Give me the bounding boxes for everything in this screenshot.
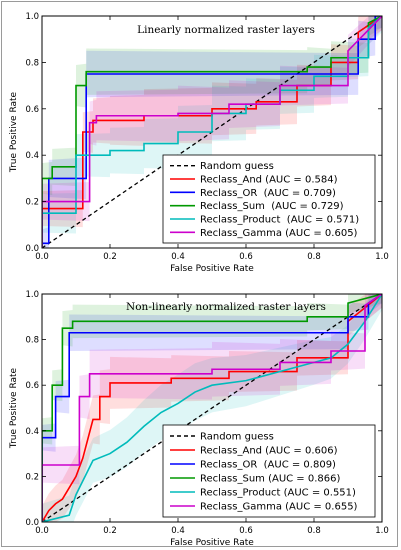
random-guess-line <box>41 293 383 523</box>
roc-curves <box>42 294 382 522</box>
x-tick-label: 0.6 <box>239 526 253 536</box>
x-axis-label: False Positive Rate <box>170 538 254 548</box>
y-tick-label: 0.6 <box>25 105 39 115</box>
roc-panel-2: 0.0 0.2 0.4 0.6 0.8 1.0 0.0 0.2 0.4 0.6 0.8 1.0 Fals… <box>9 290 389 548</box>
x-axis-label: False Positive Rate <box>170 264 254 274</box>
legend-label-reclass-or: Reclass_OR (AUC = 0.809) <box>200 460 336 471</box>
y-tick-label: 1.0 <box>25 12 39 22</box>
legend-label-random-guess: Random guess <box>200 161 274 172</box>
x-tick-label: 0.2 <box>103 252 117 262</box>
x-tick-label: 0.6 <box>239 252 253 262</box>
x-tick-label: 0.0 <box>35 252 49 262</box>
legend-label-reclass-or: Reclass_OR (AUC = 0.709) <box>200 188 336 199</box>
plot-area <box>41 293 383 523</box>
reclass-product-curve <box>42 294 382 522</box>
reclass-gamma-confidence-band <box>42 294 382 522</box>
y-tick-label: 0.2 <box>25 472 39 482</box>
legend-label-reclass-and: Reclass_And (AUC = 0.584) <box>200 175 338 186</box>
x-tick-label: 1.0 <box>375 526 389 536</box>
reclass-or-curve <box>42 294 382 522</box>
legend-label-reclass-sum: Reclass_Sum (AUC = 0.729) <box>200 201 344 212</box>
legend-box <box>162 424 376 518</box>
y-tick-label: 0.8 <box>25 58 39 68</box>
legend-label-reclass-gamma: Reclass_Gamma (AUC = 0.655) <box>200 502 358 513</box>
reclass-gamma-curve <box>42 16 382 248</box>
legend-label-reclass-sum: Reclass_Sum (AUC = 0.866) <box>200 474 340 485</box>
y-tick-label: 0.8 <box>25 336 39 346</box>
chart-title: Linearly normalized raster layers <box>137 24 315 36</box>
x-tick-label: 0.8 <box>307 526 321 536</box>
legend-label-reclass-gamma: Reclass_Gamma (AUC = 0.605) <box>200 228 358 239</box>
y-axis-label: True Positive Rate <box>9 367 19 449</box>
y-tick-label: 0.4 <box>25 427 39 437</box>
plot-area <box>41 15 383 249</box>
legend-label-random-guess: Random guess <box>200 432 274 443</box>
y-tick-label: 0.2 <box>25 198 39 208</box>
x-tick-label: 0.2 <box>103 526 117 536</box>
legend-box <box>162 154 376 244</box>
y-axis-label: True Positive Rate <box>9 91 19 173</box>
legend: Random guess Reclass_And (AUC = 0.584) Rec… <box>162 154 376 244</box>
x-tick-label: 0.0 <box>35 526 49 536</box>
legend-label-reclass-product: Reclass_Product (AUC = 0.551) <box>200 488 356 499</box>
roc-curves <box>42 16 382 248</box>
legend-label-reclass-and: Reclass_And (AUC = 0.606) <box>200 446 338 457</box>
chart-title: Non-linearly normalized raster layers <box>126 301 326 313</box>
x-tick-label: 0.4 <box>171 526 185 536</box>
roc-panel-1: 0.0 0.2 0.4 0.6 0.8 1.0 0.0 0.2 0.4 0.6 0.8 1.0 Fals… <box>9 12 389 274</box>
y-tick-label: 1.0 <box>25 290 39 300</box>
x-tick-label: 0.8 <box>307 252 321 262</box>
x-tick-label: 1.0 <box>375 252 389 262</box>
legend: Random guess Reclass_And (AUC = 0.606) Rec… <box>162 424 376 518</box>
y-tick-label: 0.6 <box>25 381 39 391</box>
y-tick-label: 0.0 <box>25 518 39 528</box>
legend-label-reclass-product: Reclass_Product (AUC = 0.571) <box>200 215 359 226</box>
reclass-and-confidence-band <box>42 294 382 522</box>
reclass-gamma-curve <box>42 294 382 522</box>
reclass-sum-curve <box>42 294 382 522</box>
y-tick-label: 0.0 <box>25 244 39 254</box>
x-tick-label: 0.4 <box>171 252 185 262</box>
y-tick-label: 0.4 <box>25 151 39 161</box>
